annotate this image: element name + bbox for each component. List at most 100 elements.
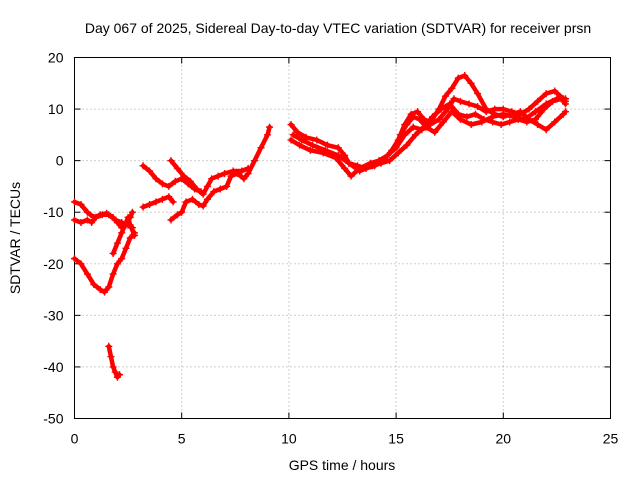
x-tick-label: 5 [178, 431, 186, 447]
data-point [334, 144, 342, 152]
data-point [287, 121, 295, 129]
data-point [88, 219, 96, 227]
data-point [266, 123, 274, 131]
data-point [77, 260, 85, 268]
x-tick-label: 0 [71, 431, 79, 447]
data-point [182, 198, 190, 206]
data-point [561, 108, 569, 116]
data-point [384, 151, 392, 159]
data-point [298, 136, 306, 144]
series-track-5 [109, 213, 139, 257]
data-point [203, 182, 211, 190]
series-track-8 [167, 157, 252, 198]
data-point [534, 97, 542, 105]
data-point [105, 342, 113, 350]
data-point [321, 146, 329, 154]
data-point [83, 208, 91, 216]
data-point [113, 260, 121, 268]
data-point [158, 180, 166, 188]
y-tick-label: 0 [56, 153, 64, 169]
data-point [446, 100, 454, 108]
data-point [356, 167, 364, 175]
data-point [126, 234, 134, 242]
data-point [313, 136, 321, 144]
data-point [531, 108, 539, 116]
data-point [109, 270, 117, 278]
y-tick-label: -30 [43, 307, 63, 323]
data-point [146, 167, 154, 175]
data-point [392, 144, 400, 152]
data-point [478, 118, 486, 126]
data-point [195, 200, 203, 208]
x-tick-label: 15 [388, 431, 404, 447]
data-point [244, 170, 252, 178]
data-point [77, 200, 85, 208]
data-point [257, 144, 265, 152]
data-point [474, 102, 482, 110]
x-tick-labels: 0 5 10 15 20 25 [71, 431, 619, 447]
data-point [210, 188, 218, 196]
data-point [169, 198, 177, 206]
data-point [456, 97, 464, 105]
data-point [347, 172, 355, 180]
y-tick-label: -50 [43, 411, 63, 427]
data-point [551, 118, 559, 126]
data-point [448, 84, 456, 92]
data-point [482, 108, 490, 116]
data-point [414, 108, 422, 116]
data-point [542, 126, 550, 134]
data-point [369, 162, 377, 170]
data-point [208, 175, 216, 183]
data-point [403, 141, 411, 149]
data-point [173, 164, 181, 172]
data-point [238, 167, 246, 175]
data-point [403, 121, 411, 129]
data-point [167, 216, 175, 224]
series-line [288, 88, 568, 179]
data-point [83, 270, 91, 278]
data-point [165, 182, 173, 190]
data-point [510, 113, 518, 121]
data-point [441, 92, 449, 100]
data-point [214, 172, 222, 180]
data-point [128, 208, 136, 216]
data-point [178, 208, 186, 216]
data-point [377, 159, 385, 167]
y-tick-label: 20 [48, 50, 64, 66]
series-line [168, 158, 251, 197]
series-line [72, 230, 137, 295]
data-point [124, 213, 132, 221]
data-point [525, 105, 533, 113]
data-point [463, 113, 471, 121]
data-point [122, 244, 130, 252]
data-point [152, 175, 160, 183]
series-track-12 [289, 95, 569, 175]
data-point [497, 121, 505, 129]
data-point [96, 286, 104, 294]
data-point [227, 172, 235, 180]
data-point [199, 190, 207, 198]
data-series [71, 72, 569, 381]
data-point [105, 211, 113, 219]
data-point [435, 115, 443, 123]
data-point [467, 79, 475, 87]
data-point [439, 118, 447, 126]
data-point [448, 108, 456, 116]
data-point [456, 115, 464, 123]
series-track-6 [139, 193, 177, 211]
data-point [118, 229, 126, 237]
chart-title: Day 067 of 2025, Sidereal Day-to-day VTE… [85, 20, 591, 36]
x-tick-label: 25 [603, 431, 619, 447]
y-axis-title: SDTVAR / TECUs [7, 182, 23, 294]
data-point [165, 193, 173, 201]
data-point [113, 239, 121, 247]
data-point [77, 219, 85, 227]
data-point [71, 198, 78, 206]
data-point [131, 231, 139, 239]
data-point [489, 113, 497, 121]
data-point [506, 118, 514, 126]
data-point [193, 185, 201, 193]
y-tick-labels: -50 -40 -30 -20 -10 0 10 20 [43, 50, 63, 427]
y-tick-label: -40 [43, 359, 63, 375]
